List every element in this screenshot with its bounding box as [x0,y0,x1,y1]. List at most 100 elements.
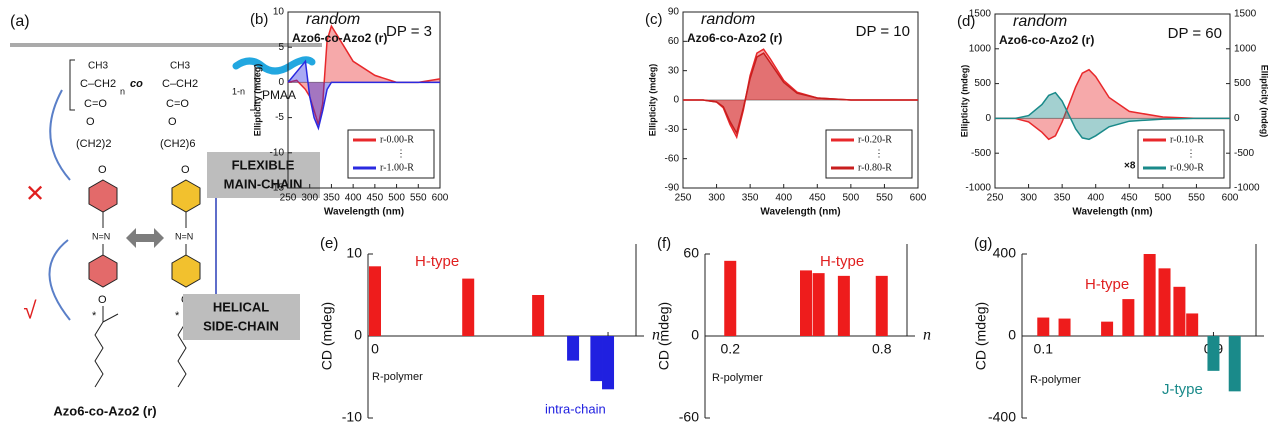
label-box [207,152,320,198]
alkyl-chain [94,306,202,388]
x-tick-label: 300 [708,193,725,204]
chem-text: (CH2)2 [76,138,111,150]
y-tick-label: -30 [665,124,680,135]
chart-subtitle: Azo6-co-Azo2 (r) [999,33,1094,47]
panel-label: (b) [250,11,268,28]
area [288,61,440,129]
bar [837,275,850,336]
compound-label: Azo6-co-Azo2 (r) [53,403,156,418]
y-tick-label: 0 [354,327,362,343]
y-tick-label: -5 [275,112,284,123]
y-axis-title: CD (mdeg) [656,302,672,370]
bar [800,270,812,336]
chem-text: O [168,116,177,128]
y-axis-title: Ellipticity (mdeg) [252,64,262,137]
panel-a: (a) CH3 C–CH2 n co CH3 C–CH2 1-n C=O C=O… [10,13,322,418]
chem-text: O [86,116,95,128]
chem-text: CH3 [170,61,190,72]
y-axis-title: Ellipticity (mdeg) [647,64,657,137]
polymer-label: PMAA [262,88,296,102]
plot-frame [994,13,1231,189]
y-tick-label: 0 [1008,327,1016,343]
legend-box [347,129,435,179]
y2-axis-title: Ellipticity (mdeg) [1260,65,1269,138]
x-tick-label: 550 [876,193,893,204]
cross-mark: ✕ [25,180,45,207]
panel-label: (e) [320,235,338,252]
box-label: MAIN-CHAIN [224,176,303,191]
y-tick-label: -10 [342,409,362,425]
area [995,69,1230,140]
panel-label: (f) [657,235,671,252]
annotation: J-type [1162,381,1203,398]
bar [1143,254,1156,336]
x-tick-label: 350 [323,193,340,204]
x-tick-label: 500 [1155,193,1172,204]
bar [875,275,888,336]
box-label: SIDE-CHAIN [203,318,279,333]
x-tick-label: 0 [371,341,379,357]
chart-subtitle: Azo6-co-Azo2 (r) [292,31,387,45]
y2-tick-label: -500 [1234,148,1254,159]
y-tick-label: 1500 [969,9,992,20]
chem-text: O [98,164,107,176]
bar [602,336,615,390]
panel-label: (a) [10,13,30,30]
benzene-ring [171,254,201,288]
legend-label: r-0.80-R [858,162,892,173]
chem-text: N=N [175,231,193,241]
x-tick-label: 250 [280,193,297,204]
legend-label: r-0.10-R [1170,134,1204,145]
y2-tick-label: -1000 [1234,183,1260,194]
x-tick-label: 500 [388,193,405,204]
x-tick-label: 600 [1222,193,1239,204]
legend-ellipsis: ⋮ [1186,149,1196,160]
legend-label: r-1.00-R [380,162,414,173]
y-axis-title: Ellipticity (mdeg) [959,65,969,138]
chem-text: C=O [166,98,189,110]
bar [1037,317,1050,336]
legend-label: r-0.90-R [1170,162,1204,173]
y-tick-label: 10 [273,7,285,18]
x-axis-title: n [652,327,660,344]
x-tick-label: 450 [367,193,384,204]
chem-text: C–CH2 [162,78,198,90]
x-axis-title: Wavelength (nm) [1072,207,1152,218]
bar [1186,313,1199,336]
annotation: R-polymer [712,372,763,384]
bar [1158,268,1171,336]
annotation: DP = 60 [1168,25,1222,42]
benzene-ring [171,179,201,213]
y-tick-label: 5 [278,42,284,53]
annotation: H-type [820,253,864,270]
y-tick-label: -10 [270,147,285,158]
line [683,48,918,140]
x-tick-label: 250 [675,193,692,204]
y-tick-label: 10 [346,245,362,261]
line [683,52,918,136]
y-tick-label: -60 [665,153,680,164]
bar [1207,336,1220,371]
legend-box [825,129,913,179]
x-tick-label: 400 [1087,193,1104,204]
x-tick-label: 450 [1121,193,1138,204]
benzene-ring [88,179,118,213]
y-tick-label: -1000 [965,183,991,194]
chem-text: * [92,310,97,322]
y-tick-label: 0 [985,113,991,124]
box-label: FLEXIBLE [232,157,295,172]
x-tick-label: 0.1 [1034,341,1054,357]
y-tick-label: -15 [270,183,285,194]
line [995,91,1230,141]
bar [462,278,475,336]
y2-tick-label: 0 [1234,113,1240,124]
annotation: H-type [415,253,459,270]
bond [102,212,187,255]
arrow [49,89,71,181]
legend-ellipsis: ⋮ [396,149,406,160]
x-tick-label: 300 [1020,193,1037,204]
annotation: R-polymer [372,371,423,383]
y2-tick-label: 500 [1234,78,1251,89]
x-tick-label: 250 [987,193,1004,204]
y-tick-label: -400 [988,409,1016,425]
